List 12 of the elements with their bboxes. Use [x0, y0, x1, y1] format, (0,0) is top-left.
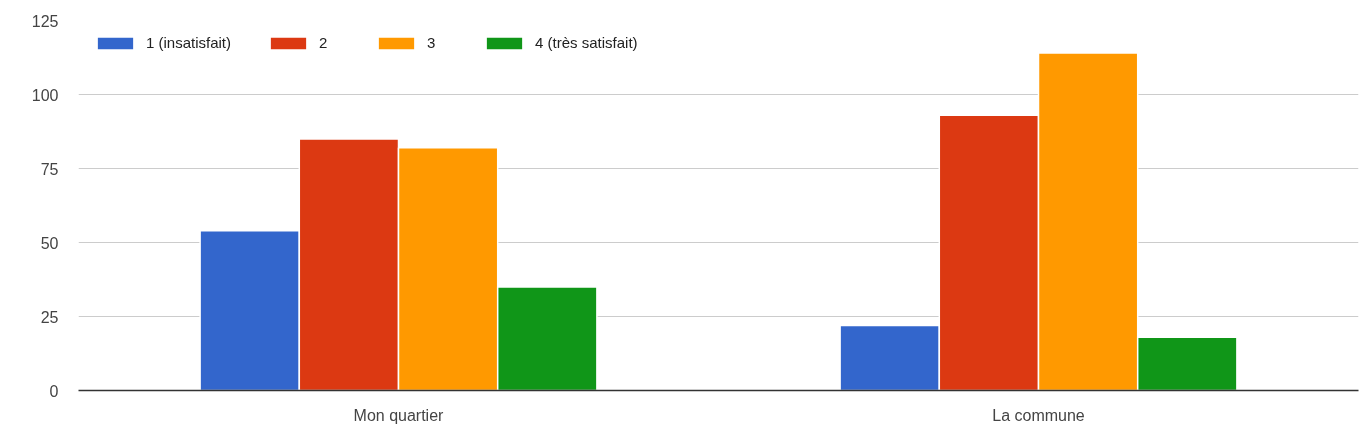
- legend-label: 3: [427, 34, 437, 51]
- legend-label: 1 (insatisfait): [146, 34, 232, 51]
- x-tick-label: Mon quartier: [353, 406, 445, 424]
- legend-label: 4 (très satisfait): [535, 34, 638, 51]
- y-tick-label: 75: [40, 160, 59, 178]
- y-tick-label: 125: [31, 12, 59, 30]
- x-tick-label: La commune: [992, 406, 1085, 424]
- y-tick-label: 25: [40, 308, 59, 326]
- y-tick-label: 0: [49, 382, 59, 400]
- y-tick-label: 50: [40, 234, 59, 252]
- legend-label: 2: [319, 34, 329, 51]
- y-tick-label: 100: [31, 86, 59, 104]
